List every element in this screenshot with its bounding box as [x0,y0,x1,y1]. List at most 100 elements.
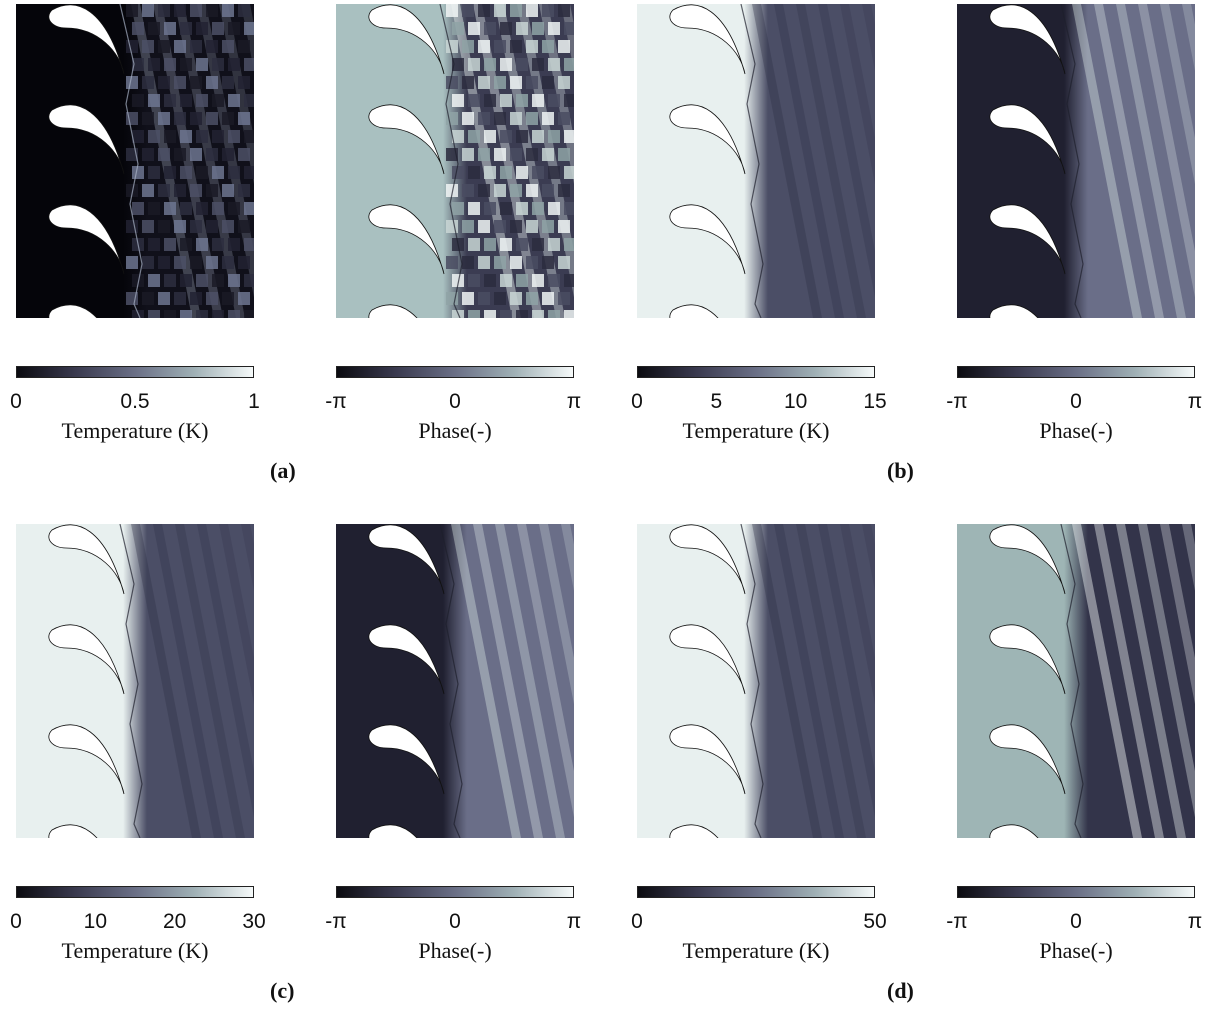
noise-cell [174,4,186,17]
noise-cell [500,274,512,287]
subfigure-label: (c) [270,978,295,1003]
noise-cell [196,202,208,215]
field-background [637,524,875,838]
blade-profile [48,824,98,838]
colorbar-tick-label: 0.5 [120,390,150,413]
noise-cell [158,112,170,125]
noise-cell [212,166,224,179]
noise-cell [132,94,144,107]
noise-cell [126,184,138,197]
colorbar-title: Phase(-) [418,418,492,443]
colorbar-title: Phase(-) [1039,938,1113,963]
noise-cell [510,40,522,53]
colorbar-title: Phase(-) [418,938,492,963]
noise-cell [158,184,170,197]
noise-cell [526,112,538,125]
noise-cell [468,94,480,107]
colorbar-tick-label: π [1187,390,1203,413]
colorbar-title: Temperature (K) [61,938,209,963]
noise-cell [244,58,254,71]
noise-cell [180,58,192,71]
noise-cell [542,148,554,161]
noise-cell [500,94,512,107]
noise-cell [222,76,234,89]
noise-cell [446,220,458,233]
noise-cell [468,202,480,215]
wake-band [539,524,574,705]
noise-cell [494,220,506,233]
phase-field-plot [336,524,574,838]
noise-cell [206,40,218,53]
wake-line [740,524,764,838]
noise-cell [564,130,574,143]
noise-cell [222,256,234,269]
noise-cell [142,76,154,89]
colorbar-title: Temperature (K) [682,418,830,443]
noise-cell [164,310,176,318]
noise-cell [532,166,544,179]
temperature-panel: 0 50 Temperature (K) [631,524,887,968]
temperature-field-plot [16,524,254,838]
noise-cell [228,94,240,107]
noise-cell [564,166,574,179]
noise-cell [244,166,254,179]
noise-cell [510,220,522,233]
noise-cell [132,130,144,143]
field-background [16,524,254,838]
noise-cell [228,166,240,179]
noise-cell [180,202,192,215]
noise-cell [190,148,202,161]
noise-cell [212,58,224,71]
noise-cell [478,76,490,89]
colorbar [957,366,1195,378]
noise-cell [244,274,254,287]
noise-cell [526,292,538,305]
noise-cell [542,4,554,17]
noise-cell [462,220,474,233]
noise-cell [484,166,496,179]
noise-cell [244,202,254,215]
field-background [637,4,875,318]
noise-cell [158,148,170,161]
noise-cell [142,220,154,233]
noise-cell [462,4,474,17]
noise-cell [206,76,218,89]
colorbar [16,886,254,898]
noise-cell [164,94,176,107]
noise-cell [196,130,208,143]
noise-cell [142,148,154,161]
noise-cell [500,310,512,318]
wake-band [1138,4,1195,298]
noise-cell [564,202,574,215]
noise-cell [212,130,224,143]
noise-cell [238,256,250,269]
noise-cell [196,94,208,107]
noise-cell [158,76,170,89]
noise-cell [542,76,554,89]
noise-cell [564,58,574,71]
phase-panel: -π 0 π Phase(-) [325,524,581,968]
field-background [957,524,1195,838]
noise-cell [196,310,208,318]
noise-cell [142,184,154,197]
wake-band [1160,4,1195,185]
temperature-field-plot [16,4,254,318]
noise-cell [462,40,474,53]
noise-cell [206,112,218,125]
noise-cell [180,130,192,143]
blade-profile [48,724,125,795]
noise-cell [132,274,144,287]
noise-cell [468,274,480,287]
noise-cell [196,274,208,287]
noise-cell [148,130,160,143]
colorbar-tick-label: π [1187,910,1203,933]
colorbar-tick-label: 0 [1070,390,1082,413]
blade-profile [368,824,418,838]
noise-cell [558,4,570,17]
wake-band [495,524,565,838]
subfigure-label: (b) [887,458,914,483]
noise-cell [132,166,144,179]
colorbar-tick-label: -π [325,390,347,413]
noise-cell [484,58,496,71]
blade-profile [989,524,1066,595]
